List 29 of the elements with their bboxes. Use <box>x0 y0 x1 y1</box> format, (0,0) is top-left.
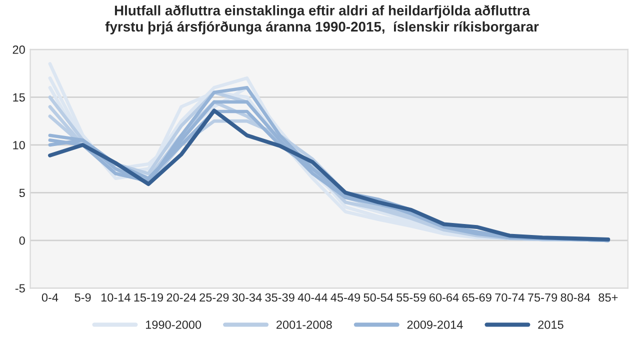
x-tick-label: 25-29 <box>200 293 229 302</box>
y-tick-label: 10 <box>13 140 25 150</box>
x-tick-label: 15-19 <box>134 293 164 302</box>
legend-label: 2015 <box>538 320 564 329</box>
x-tick-label: 55-59 <box>396 293 426 302</box>
x-tick-label: 70-74 <box>495 293 524 302</box>
x-tick-label: 80-84 <box>560 293 590 302</box>
legend-label: 2009-2014 <box>407 320 463 329</box>
legend-label: 1990-2000 <box>146 320 202 329</box>
x-tick-label: 45-49 <box>330 293 360 302</box>
x-tick-label: 60-64 <box>430 293 459 302</box>
y-tick-label: -5 <box>15 284 25 293</box>
x-tick-label: 0-4 <box>42 293 58 302</box>
y-tick-label: 20 <box>12 45 25 54</box>
x-tick-label: 5-9 <box>74 293 91 302</box>
x-tick-label: 35-39 <box>265 293 294 302</box>
y-tick-label: 0 <box>19 236 25 245</box>
y-tick-label: 15 <box>13 93 25 102</box>
y-tick-label: 5 <box>19 188 25 198</box>
x-tick-label: 75-79 <box>528 293 558 302</box>
x-tick-label: 85+ <box>598 293 618 302</box>
x-tick-label: 40-44 <box>298 293 328 302</box>
chart-title: Hlutfall aðfluttra einstaklinga eftir aldri af heildarfjölda aðfluttra fyrstu þrjá ársfjórðunga áranna 1990-2015, íslenskir ríkisborgarar <box>105 5 539 34</box>
x-tick-label: 20-24 <box>166 293 196 302</box>
x-tick-label: 30-34 <box>232 293 262 302</box>
x-tick-label: 10-14 <box>101 293 130 302</box>
legend-label: 2001-2008 <box>276 320 332 329</box>
x-tick-label: 50-54 <box>364 293 394 302</box>
x-tick-label: 65-69 <box>462 293 492 302</box>
